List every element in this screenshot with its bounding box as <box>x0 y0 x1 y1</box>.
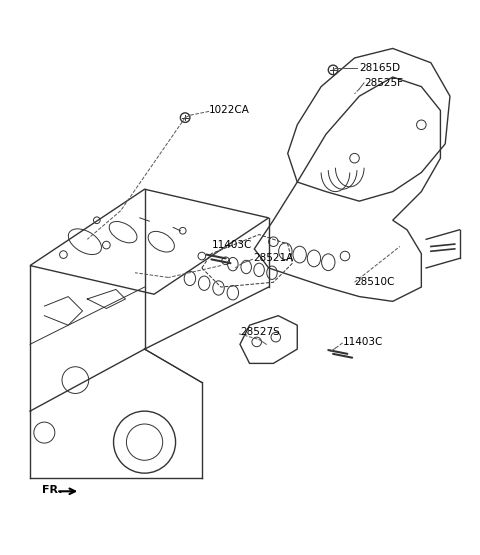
Text: 28165D: 28165D <box>360 63 400 73</box>
Text: 11403C: 11403C <box>343 337 383 347</box>
Text: 28525F: 28525F <box>364 78 403 88</box>
Text: 1022CA: 1022CA <box>209 105 250 115</box>
Text: 28527S: 28527S <box>240 327 280 337</box>
Text: FR.: FR. <box>42 485 62 495</box>
Text: 28510C: 28510C <box>355 278 395 287</box>
Text: 28521A: 28521A <box>253 254 294 264</box>
Text: 11403C: 11403C <box>211 240 252 250</box>
